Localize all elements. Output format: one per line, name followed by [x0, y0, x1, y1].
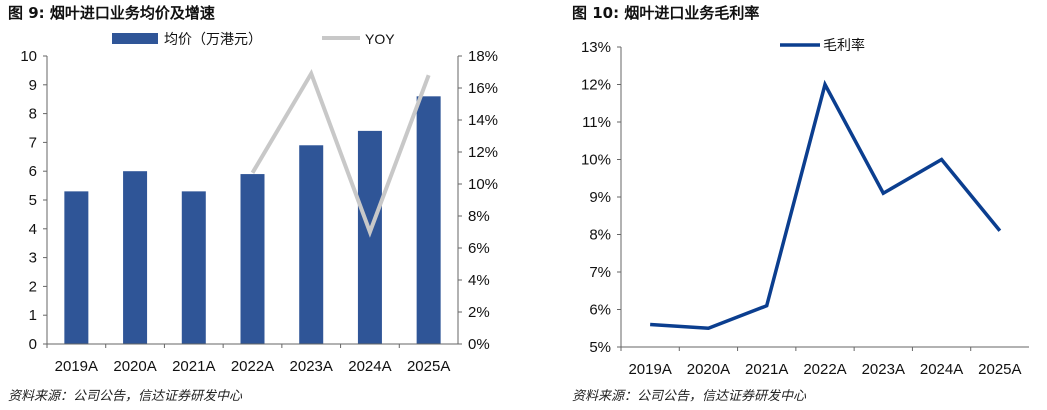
y-tick-label: 8% — [589, 227, 611, 244]
y-tick-label: 5% — [589, 339, 611, 356]
bar-line-chart: 0 1 2 3 4 5 6 7 8 9 10 0% 2% 4% 6% 8% 10% 12% 14% 16% 18% 201… — [20, 31, 498, 375]
x-tick-label: 2023A — [290, 358, 333, 375]
y-tick-label: 10% — [581, 152, 611, 169]
y-tick-label: 7% — [589, 264, 611, 281]
y-tick-label-left: 3 — [29, 250, 37, 267]
y-tick-label-left: 10 — [20, 48, 37, 65]
y-tick-label-left: 5 — [29, 192, 37, 209]
y-tick-label-right: 2% — [468, 304, 490, 321]
legend-label-line: YOY — [365, 31, 395, 47]
y-tick-label-right: 0% — [468, 336, 490, 353]
bar — [64, 191, 89, 344]
y-tick-label: 13% — [581, 39, 611, 56]
y-tick-label-right: 12% — [468, 144, 498, 161]
x-tick-label: 2020A — [113, 358, 156, 375]
x-tick-label: 2021A — [172, 358, 215, 375]
y-tick-label-right: 8% — [468, 208, 490, 225]
legend-label-bar: 均价（万港元） — [164, 31, 262, 47]
y-tick-label-right: 4% — [468, 272, 490, 289]
x-tick-label: 2019A — [55, 358, 98, 375]
y-tick-label-right: 18% — [468, 48, 498, 65]
chart-title: 图 10: 烟叶进口业务毛利率 — [572, 4, 760, 22]
y-tick-label: 6% — [589, 302, 611, 319]
y-tick-label-left: 0 — [29, 336, 37, 353]
legend-swatch-bar — [112, 33, 158, 44]
y-tick-label: 12% — [581, 77, 611, 94]
chart-title: 图 9: 烟叶进口业务均价及增速 — [8, 4, 215, 22]
y-tick-label-left: 7 — [29, 134, 37, 151]
y-tick-label: 9% — [589, 189, 611, 206]
y-tick-label-left: 8 — [29, 106, 37, 123]
x-tick-label: 2024A — [348, 358, 391, 375]
chart-panel-unit-price: 图 9: 烟叶进口业务均价及增速 0 1 2 3 4 5 6 7 8 9 10 0% 2% 4% 6% 8% 1… — [0, 0, 520, 410]
bar — [299, 145, 324, 344]
y-tick-label-left: 1 — [29, 307, 37, 324]
y-tick-label-right: 14% — [468, 112, 498, 129]
x-tick-label: 2021A — [745, 361, 788, 378]
bar — [240, 174, 265, 344]
y-tick-label-right: 6% — [468, 240, 490, 257]
x-tick-label: 2022A — [231, 358, 274, 375]
gross-margin-line — [650, 79, 1002, 331]
y-tick-label-left: 9 — [29, 77, 37, 94]
y-tick-label-right: 10% — [468, 176, 498, 193]
source-note: 资料来源：公司公告，信达证券研发中心 — [8, 389, 243, 404]
bar — [123, 171, 148, 344]
bar — [181, 191, 206, 344]
bar — [416, 96, 441, 344]
x-tick-label: 2023A — [862, 361, 905, 378]
y-tick-label-right: 16% — [468, 80, 498, 97]
x-tick-label: 2024A — [920, 361, 963, 378]
y-tick-label-left: 2 — [29, 278, 37, 295]
x-tick-label: 2022A — [803, 361, 846, 378]
x-tick-label: 2020A — [687, 361, 730, 378]
x-tick-label: 2025A — [407, 358, 450, 375]
y-tick-label-left: 4 — [29, 221, 37, 238]
line-chart: 5% 6% 7% 8% 9% 10% 11% 12% 13% 2019A 2020A 2021A 202… — [581, 37, 1029, 378]
y-tick-label: 11% — [582, 114, 611, 131]
y-tick-label-left: 6 — [29, 163, 37, 180]
chart-panel-gross-margin: 图 10: 烟叶进口业务毛利率 5% 6% 7% 8% 9% 10% 11% 12% 13% 20… — [520, 0, 1047, 410]
source-note: 资料来源：公司公告，信达证券研发中心 — [572, 389, 807, 404]
yoy-line — [250, 68, 431, 238]
legend-label-line: 毛利率 — [823, 37, 865, 53]
x-tick-label: 2025A — [978, 361, 1021, 378]
x-tick-label: 2019A — [628, 361, 671, 378]
